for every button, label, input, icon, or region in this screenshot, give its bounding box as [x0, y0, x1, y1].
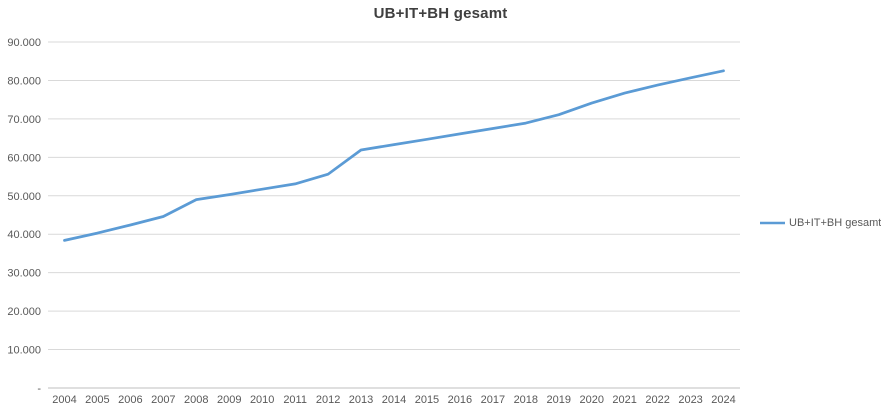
x-axis-tick-label: 2019 [547, 394, 571, 406]
series-line[interactable] [63, 69, 725, 242]
y-axis-tick-label: 90.000 [7, 37, 41, 49]
x-axis-tick-label: 2012 [316, 394, 340, 406]
x-axis-tick-label: 2010 [250, 394, 274, 406]
x-axis-tick-label: 2004 [52, 394, 76, 406]
y-axis-tick-label: 40.000 [7, 229, 41, 241]
x-axis-tick-label: 2011 [283, 394, 307, 406]
y-axis-tick-label: 20.000 [7, 306, 41, 318]
x-axis-tick-label: 2008 [184, 394, 208, 406]
y-axis-tick-label: 70.000 [7, 114, 41, 126]
x-axis-tick-label: 2018 [514, 394, 538, 406]
y-axis-tick-label: 50.000 [7, 191, 41, 203]
x-axis-tick-label: 2016 [448, 394, 472, 406]
y-axis-tick-label: 30.000 [7, 268, 41, 280]
x-axis-tick-label: 2005 [85, 394, 109, 406]
x-axis-tick-label: 2007 [151, 394, 175, 406]
x-axis-tick-label: 2023 [678, 394, 702, 406]
x-axis-tick-label: 2020 [579, 394, 603, 406]
x-axis-tick-label: 2015 [415, 394, 439, 406]
x-axis-tick-label: 2022 [645, 394, 669, 406]
chart-title[interactable]: UB+IT+BH gesamt [373, 5, 508, 22]
x-axis-tick-label: 2021 [612, 394, 636, 406]
x-axis-tick-label: 2024 [711, 394, 735, 406]
x-axis-tick-label: 2017 [481, 394, 505, 406]
legend[interactable]: UB+IT+BH gesamt [759, 215, 881, 231]
legend-label: UB+IT+BH gesamt [789, 217, 881, 229]
legend-line-swatch-icon [760, 221, 785, 225]
x-axis-tick-label: 2009 [217, 394, 241, 406]
y-axis-tick-label: 10.000 [7, 345, 41, 357]
x-axis-tick-label: 2013 [349, 394, 373, 406]
y-axis-tick-label: 60.000 [7, 152, 41, 164]
y-axis-tick-label: - [37, 383, 41, 395]
x-axis-tick-label: 2014 [382, 394, 406, 406]
y-axis-tick-label: 80.000 [7, 75, 41, 87]
x-axis-tick-label: 2006 [118, 394, 142, 406]
